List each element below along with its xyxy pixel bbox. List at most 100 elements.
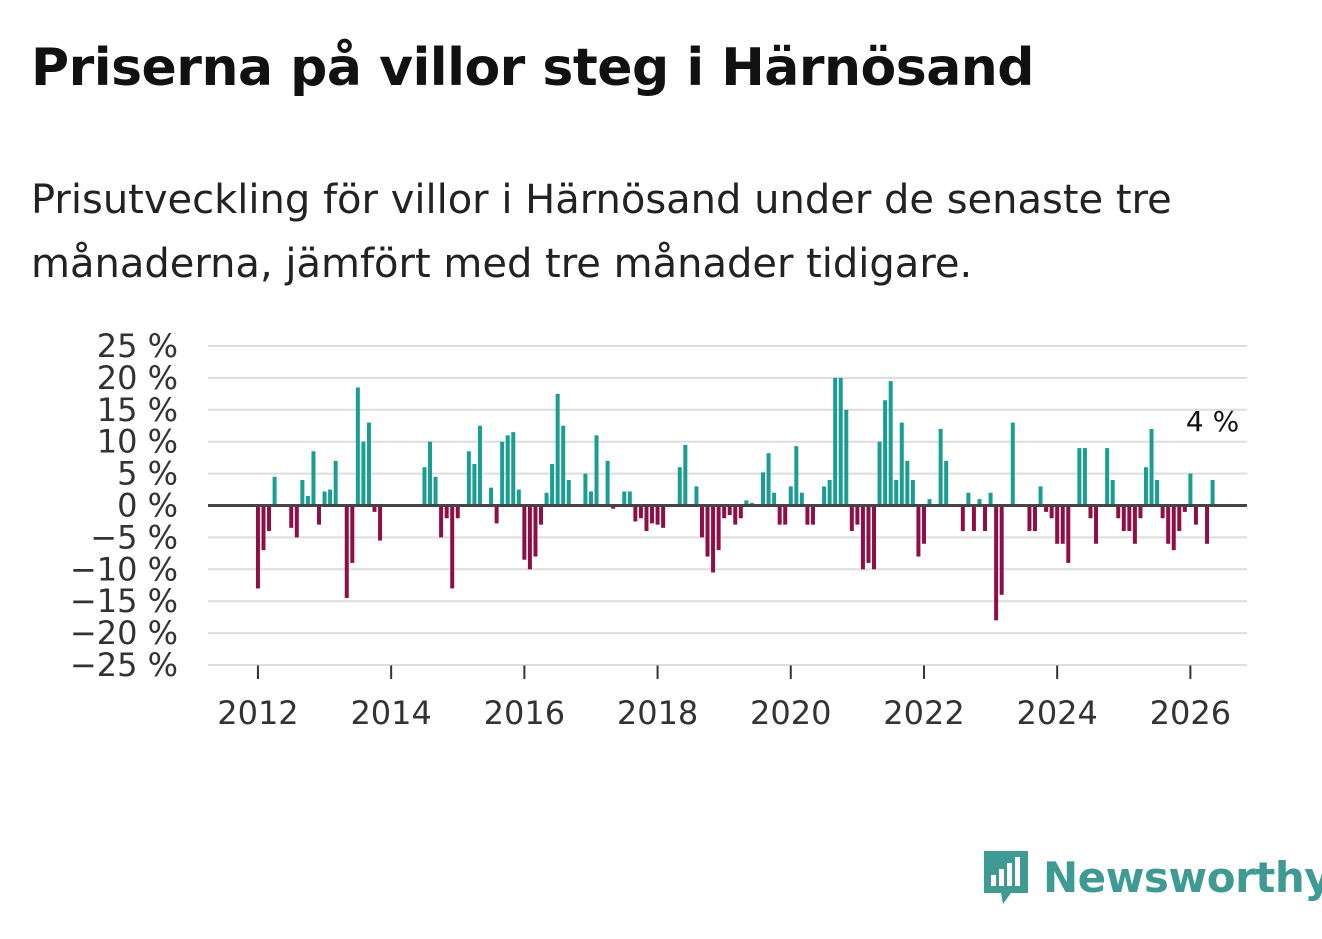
bar-positive: [272, 476, 277, 506]
bar-positive: [1188, 473, 1193, 506]
bar-positive: [355, 387, 360, 506]
bar-negative: [1205, 505, 1210, 544]
bar-positive: [966, 492, 971, 506]
bar-positive: [894, 479, 899, 506]
bar-negative: [1116, 505, 1121, 519]
bar-negative: [450, 505, 455, 589]
x-tick-label: 2020: [750, 694, 831, 732]
bar-positive: [844, 409, 849, 506]
x-axis-ticks: 2012 2014 2016 2018 2020 2022 2024 2026: [208, 664, 1247, 732]
bar-negative: [494, 505, 499, 524]
bar-positive: [1210, 479, 1215, 506]
bar-positive: [788, 486, 793, 506]
x-tick-label: 2024: [1016, 694, 1097, 732]
bar-positive: [822, 486, 827, 506]
bar-positive: [605, 460, 610, 506]
bar-positive: [311, 451, 316, 506]
bar-positive: [466, 451, 471, 506]
bar-negative: [444, 505, 449, 519]
bar-negative: [372, 505, 377, 512]
bar-negative: [1049, 505, 1054, 519]
bar-positive: [555, 393, 560, 506]
bar-negative: [655, 505, 660, 525]
bar-positive: [938, 428, 943, 506]
bar-positive: [1077, 448, 1082, 506]
bar-positive: [489, 487, 494, 506]
bar-negative: [783, 505, 788, 525]
chart-title: Priserna på villor steg i Härnösand: [31, 38, 1035, 98]
bar-negative: [983, 505, 988, 532]
bar-negative: [699, 505, 704, 538]
bar-negative: [916, 505, 921, 557]
bar-negative: [860, 505, 865, 570]
bar-negative: [650, 505, 655, 524]
bar-positive: [694, 486, 699, 506]
bar-positive: [944, 460, 949, 506]
bar-positive: [561, 425, 566, 506]
bar-negative: [716, 505, 721, 551]
bar-negative: [1066, 505, 1071, 563]
bar-negative: [872, 505, 877, 570]
chart-subtitle: Prisutveckling för villor i Härnösand un…: [31, 177, 1172, 287]
bar-positive: [477, 425, 482, 506]
bar-positive: [827, 479, 832, 506]
bar-chart-logo-icon: [984, 851, 1028, 904]
bar-negative: [733, 505, 738, 525]
bar-positive: [988, 492, 993, 506]
bar-positive: [1105, 448, 1110, 506]
bar-negative: [711, 505, 716, 573]
bar-negative: [350, 505, 355, 563]
bar-negative: [1138, 505, 1143, 519]
bar-negative: [1127, 505, 1132, 532]
x-tick-label: 2018: [617, 694, 698, 732]
bar-negative: [633, 505, 638, 522]
bar-negative: [539, 505, 544, 525]
y-tick-label: 25 %: [97, 327, 178, 365]
bar-negative: [1160, 505, 1165, 519]
bar-positive: [366, 422, 371, 506]
bar-positive: [550, 464, 555, 506]
bar-negative: [455, 505, 460, 519]
x-tick-label: 2016: [484, 694, 565, 732]
y-tick-label: 15 %: [97, 391, 178, 429]
bar-positive: [977, 499, 982, 506]
bar-positive: [627, 491, 632, 506]
bar-negative: [921, 505, 926, 544]
bar-negative: [855, 505, 860, 525]
bar-positive: [1010, 422, 1015, 506]
bar-positive: [1155, 479, 1160, 506]
bar-negative: [267, 505, 272, 532]
bar-negative: [1060, 505, 1065, 544]
newsworthy-logo: Newsworthy: [981, 848, 1322, 906]
bar-positive: [772, 492, 777, 506]
bar-positive: [794, 446, 799, 506]
bar-positive: [910, 479, 915, 506]
bar-positive: [428, 441, 433, 506]
bar-negative: [999, 505, 1004, 595]
bar-negative: [1088, 505, 1093, 519]
bar-negative: [727, 505, 732, 516]
bar-negative: [1027, 505, 1032, 532]
bar-positive: [328, 489, 333, 506]
bar-negative: [344, 505, 349, 599]
bar-positive: [888, 381, 893, 506]
x-tick-label: 2012: [217, 694, 298, 732]
bar-negative: [1166, 505, 1171, 544]
bar-chart: 25 %20 %15 %10 %5 %0 %−5 %−10 %−15 %−20 …: [70, 327, 1247, 732]
bar-negative: [1044, 505, 1049, 512]
bar-positive: [511, 432, 516, 506]
bar-positive: [1082, 448, 1087, 506]
y-tick-label: 5 %: [117, 455, 178, 493]
bar-negative: [255, 505, 260, 589]
bar-positive: [905, 460, 910, 506]
y-tick-label: 20 %: [97, 359, 178, 397]
y-tick-label: −20 %: [70, 614, 178, 652]
bar-positive: [505, 435, 510, 506]
bar-negative: [289, 505, 294, 528]
bar-negative: [638, 505, 643, 519]
bar-negative: [1032, 505, 1037, 532]
bar-positive: [583, 473, 588, 506]
bar-negative: [1132, 505, 1137, 544]
bar-positive: [516, 489, 521, 506]
y-tick-label: −5 %: [90, 518, 178, 556]
